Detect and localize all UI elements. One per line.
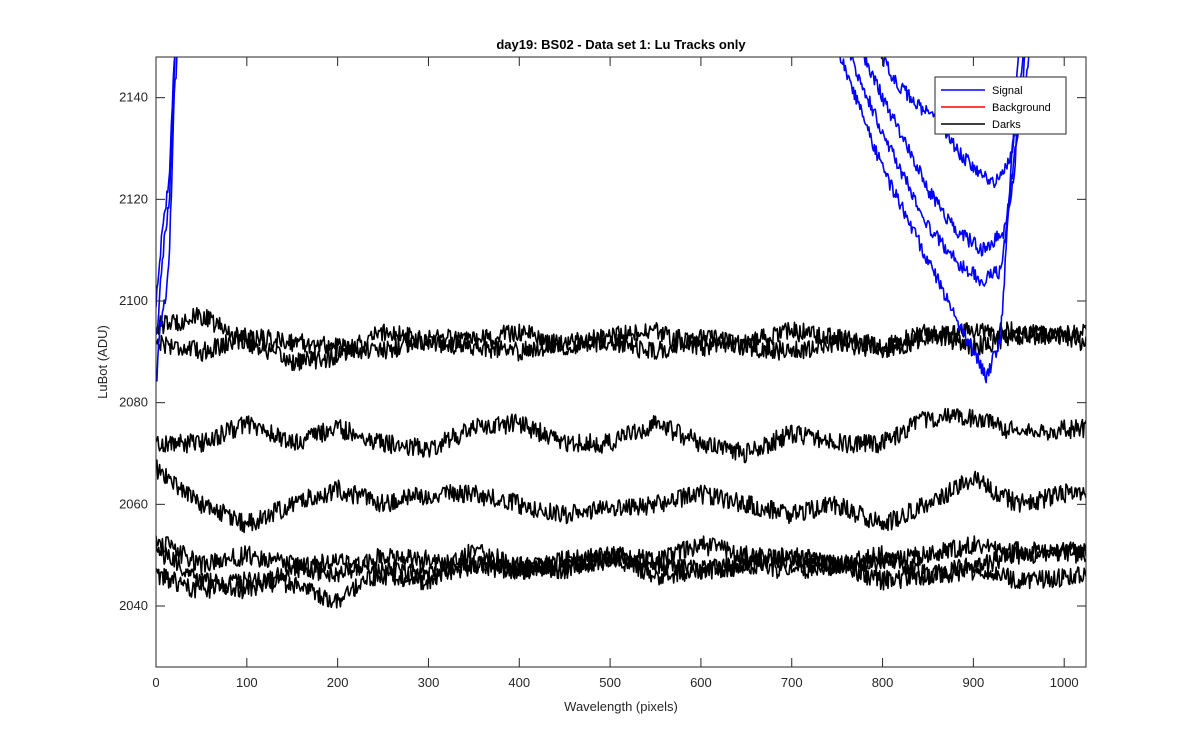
x-tick-label-200: 200 xyxy=(327,675,349,690)
y-tick-label-2100: 2100 xyxy=(119,293,148,308)
x-tick-label-400: 400 xyxy=(508,675,530,690)
y-tick-label-2060: 2060 xyxy=(119,496,148,511)
x-axis: 0 100 200 300 400 500 600 700 800 900 1000 xyxy=(152,57,1079,690)
x-tick-label-600: 600 xyxy=(690,675,712,690)
legend: Signal Background Darks xyxy=(934,76,1067,135)
series-signal-10 xyxy=(839,57,1020,384)
legend-label-background: Background xyxy=(992,102,1051,114)
axes-box xyxy=(155,56,1087,668)
x-tick-label-100: 100 xyxy=(236,675,258,690)
x-tick-label-300: 300 xyxy=(418,675,440,690)
y-axis: 2040 2060 2080 2100 2120 2140 xyxy=(119,90,1086,613)
chart-title: day19: BS02 - Data set 1: Lu Tracks only xyxy=(496,37,746,52)
x-tick-label-900: 900 xyxy=(963,675,985,690)
y-tick-label-2040: 2040 xyxy=(119,598,148,613)
legend-label-darks: Darks xyxy=(992,119,1021,131)
x-axis-label: Wavelength (pixels) xyxy=(564,699,678,714)
series-signal-12 xyxy=(863,57,1026,257)
legend-label-signal: Signal xyxy=(992,85,1023,97)
y-tick-label-2120: 2120 xyxy=(119,191,148,206)
x-tick-label-800: 800 xyxy=(872,675,894,690)
series-signal-9 xyxy=(156,57,176,308)
series-layer xyxy=(156,57,1086,609)
y-tick-label-2140: 2140 xyxy=(119,90,148,105)
series-signal-13 xyxy=(880,57,1030,189)
y-tick-label-2080: 2080 xyxy=(119,395,148,410)
x-tick-label-700: 700 xyxy=(781,675,803,690)
series-darks-6 xyxy=(156,550,1086,609)
series-darks-2 xyxy=(156,407,1086,464)
series-darks-3 xyxy=(156,459,1086,534)
series-signal-11 xyxy=(849,57,1024,287)
x-tick-label-1000: 1000 xyxy=(1050,675,1079,690)
series-darks-1 xyxy=(156,321,1086,362)
x-tick-label-0: 0 xyxy=(152,675,159,690)
series-signal-7 xyxy=(156,57,178,382)
y-axis-label: LuBot (ADU) xyxy=(95,325,110,399)
x-tick-label-500: 500 xyxy=(599,675,621,690)
series-darks-0 xyxy=(156,306,1086,372)
